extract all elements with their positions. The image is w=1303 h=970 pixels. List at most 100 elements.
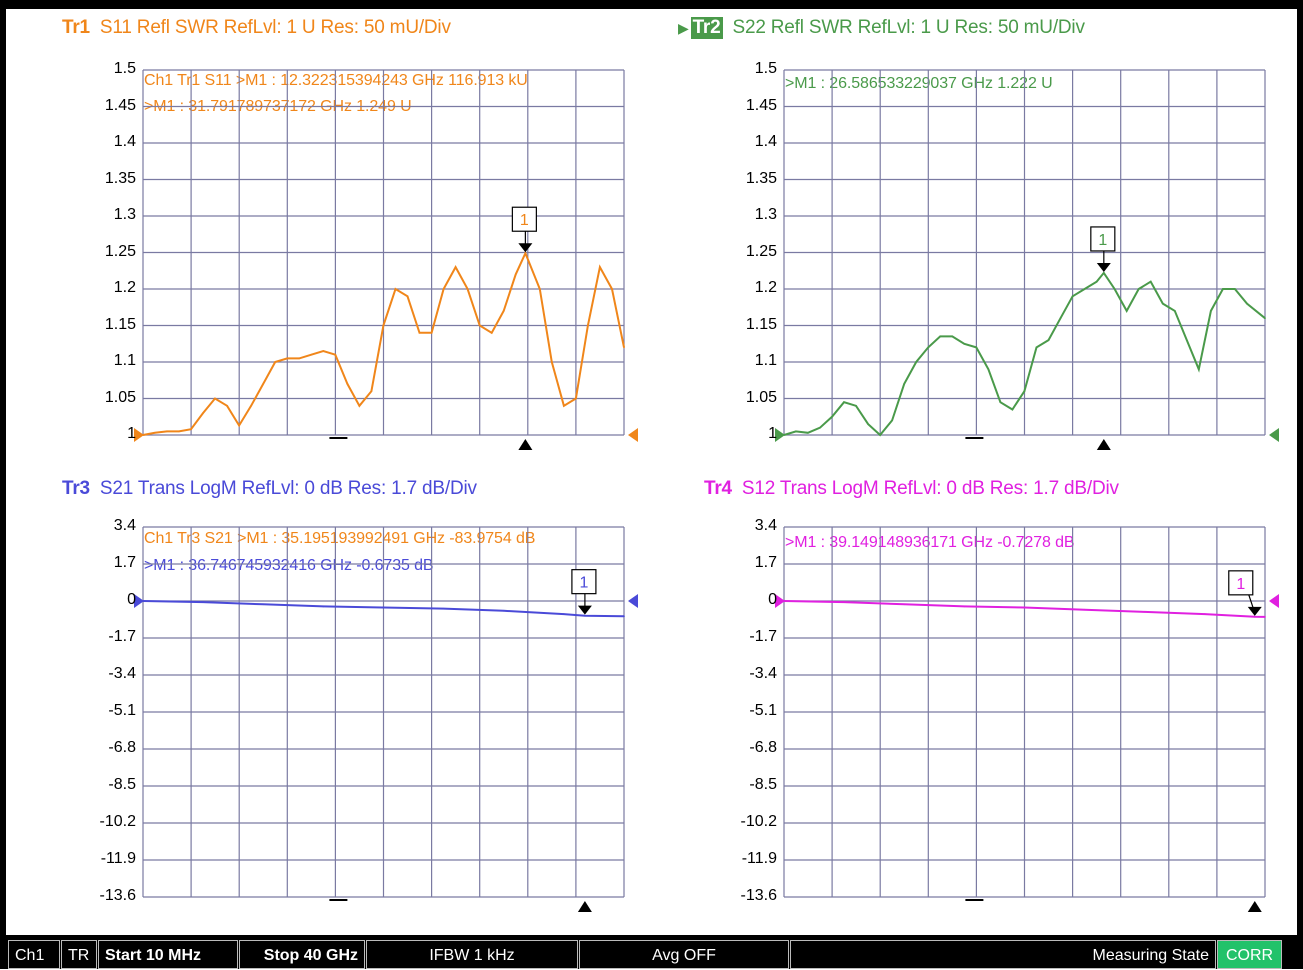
trace1-ref-right-arrow-icon [628, 428, 638, 442]
trace4-data-point [903, 603, 905, 606]
trace2-data-point [927, 346, 930, 349]
trace2-data-point [795, 430, 797, 433]
trace1-data-point [382, 324, 385, 327]
trace1-data-point [322, 350, 325, 352]
trace1-data-point [442, 288, 445, 290]
trace3-ytick-label: -13.6 [99, 887, 136, 904]
status-start-frequency[interactable]: Start 10 MHz [98, 940, 238, 969]
trace1-data-point [250, 405, 252, 407]
trace4-ref-left-arrow-icon [775, 594, 785, 608]
trace4-id[interactable]: Tr4 [704, 478, 732, 499]
trace1-ytick-label: 1 [127, 425, 136, 442]
trace4-ytick-label: -11.9 [741, 850, 777, 867]
trace2-data-point [879, 434, 881, 436]
trace2-data-point [1234, 288, 1236, 290]
status-mode[interactable]: TR [61, 940, 97, 969]
trace4-marker-box [1228, 570, 1254, 596]
trace1-format: S11 Refl SWR RefLvl: 1 U Res: 50 mU/Div [99, 17, 451, 38]
trace1-data-point [418, 332, 421, 334]
trace2-data-point [975, 346, 978, 349]
status-averaging[interactable]: Avg OFF [579, 940, 789, 969]
trace1-ytick-label: 1.15 [104, 315, 136, 333]
trace1-data-point [286, 357, 289, 360]
trace2-data-point [1173, 310, 1176, 312]
trace1-data-point [394, 288, 397, 290]
trace1-data-point [599, 266, 601, 268]
trace4-data-point [843, 601, 845, 603]
trace3-id[interactable]: Tr3 [62, 478, 90, 499]
trace2-data-point [843, 401, 845, 403]
trace1-data-point [563, 405, 565, 407]
trace1-ytick-label: 1.1 [113, 352, 136, 369]
trace2-id[interactable]: Tr2 [690, 17, 723, 39]
trace3-ytick-label: -3.4 [108, 665, 136, 682]
trace3-data-point [563, 613, 565, 615]
trace1-data-point [611, 288, 613, 290]
trace4-line [783, 600, 1266, 618]
status-stop-frequency[interactable]: Stop 40 GHz [239, 940, 365, 969]
trace4-ytick-label: 1.7 [754, 554, 777, 571]
trace2-data-point [1059, 317, 1062, 320]
status-ifbw[interactable]: IFBW 1 kHz [366, 940, 578, 969]
trace1-title[interactable]: Tr1 S11 Refl SWR RefLvl: 1 U Res: 50 mU/D… [62, 17, 451, 39]
trace4-ytick-label: 0 [768, 591, 777, 608]
trace3-marker-box [571, 569, 597, 595]
status-channel[interactable]: Ch1 [8, 940, 60, 969]
trace2-stimulus-marker-icon [1096, 439, 1111, 450]
trace2-ytick-label: 1 [768, 425, 777, 442]
trace3-stimulus-marker-icon [577, 901, 592, 912]
trace4-ytick-label: -8.5 [749, 776, 777, 793]
trace1-data-point [358, 405, 361, 407]
trace1-data-point [238, 424, 240, 427]
trace1-data-point [142, 434, 144, 436]
trace3-data-point [442, 607, 445, 610]
trace2-data-point [1246, 302, 1248, 305]
trace1-ref-left-arrow-icon [134, 428, 144, 442]
trace2-data-point [1198, 368, 1200, 371]
trace2-data-point [1222, 288, 1224, 290]
trace3-title[interactable]: Tr3 S21 Trans LogM RefLvl: 0 dB Res: 1.7 … [62, 478, 477, 500]
trace3-data-point [584, 614, 586, 617]
status-correction[interactable]: CORR [1217, 940, 1282, 969]
trace3-data-point [142, 600, 144, 602]
trace1-id[interactable]: Tr1 [62, 17, 90, 38]
trace2-ref-left-arrow-icon [775, 428, 785, 442]
trace1-data-point [154, 432, 156, 434]
trace2-title[interactable]: ▶ Tr2 S22 Refl SWR RefLvl: 1 U Res: 50 mU/… [678, 17, 1085, 39]
trace1-data-point [262, 383, 264, 385]
trace2-data-point [903, 383, 905, 385]
trace1-ytick-label: 1.05 [104, 388, 136, 406]
trace2-data-point [831, 415, 833, 418]
trace2-data-point [939, 335, 942, 338]
trace2-ytick-label: 1.3 [754, 206, 777, 223]
trace2-data-point [1137, 288, 1140, 290]
trace2-data-point [999, 401, 1002, 403]
trace3-ytick-label: -10.2 [99, 813, 136, 830]
trace4-title[interactable]: Tr4 S12 Trans LogM RefLvl: 0 dB Res: 1.7 … [704, 478, 1119, 500]
trace1-marker-arrow-icon [518, 243, 533, 253]
status-measuring-state: Measuring State [790, 940, 1216, 969]
trace4-ytick-label: -10.2 [740, 813, 777, 830]
trace3-data-point [382, 606, 385, 609]
trace4-ytick-label: -3.4 [749, 665, 777, 682]
trace2-data-point [951, 335, 954, 338]
trace1-marker-label: 1 [520, 212, 529, 229]
trace1-data-point [370, 390, 373, 393]
trace3-data-point [623, 615, 625, 618]
trace1-data-point [478, 324, 481, 327]
trace2-data-point [963, 342, 966, 345]
trace2-data-point [867, 423, 869, 425]
trace4-marker-readout: >M1 : 39.149148936171 GHz -0.7278 dB [785, 534, 1075, 551]
trace1-data-point [514, 273, 517, 276]
trace2-ytick-label: 1.45 [745, 96, 777, 114]
trace3-data-point [202, 601, 204, 603]
trace4-data-point [1143, 611, 1146, 613]
trace1-data-point [490, 332, 493, 334]
trace3-marker-label: 1 [579, 575, 588, 592]
trace2-data-point [819, 426, 821, 429]
trace1-data-point [346, 383, 349, 385]
trace2-data-point [1103, 272, 1105, 274]
trace2-data-point [1113, 288, 1116, 290]
